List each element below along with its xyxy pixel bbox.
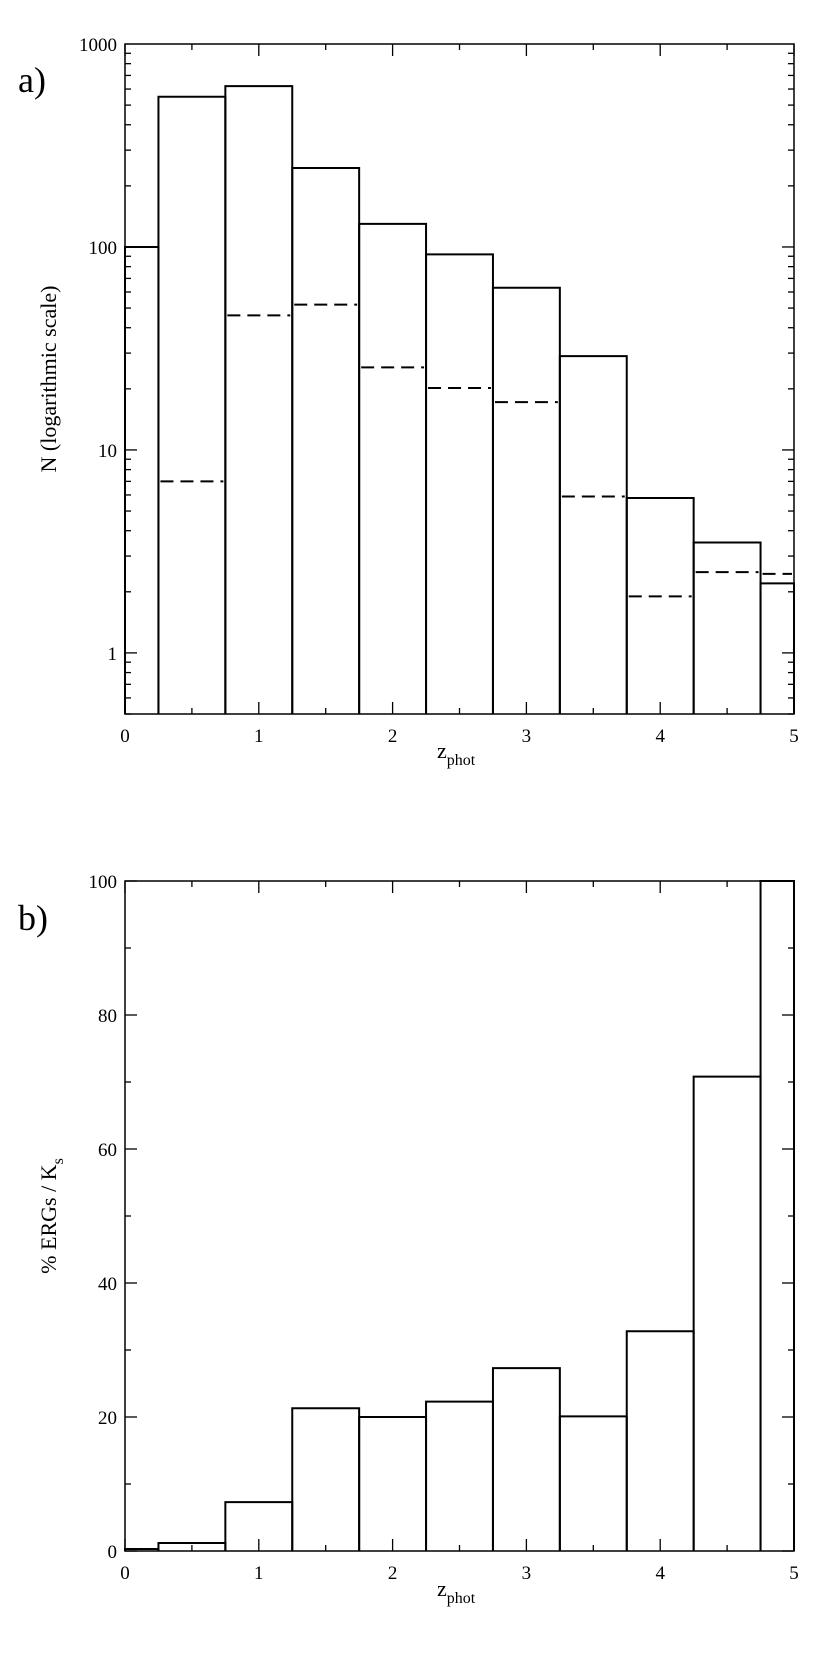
panel-b-y-axis-title-main: % ERGs / K — [36, 1164, 61, 1274]
y-tick-label: 0 — [108, 1542, 118, 1563]
y-tick-label: 60 — [98, 1140, 117, 1161]
x-tick-label: 2 — [388, 1563, 398, 1584]
panel-b-x-axis-title: zphot — [437, 1576, 476, 1607]
x-tick-label: 0 — [120, 726, 130, 747]
histogram-bar — [358, 222, 428, 714]
histogram-bar — [157, 95, 227, 714]
histogram-bar — [692, 541, 762, 714]
panel-a-solid-series — [124, 85, 795, 714]
y-tick-label: 1 — [108, 644, 118, 665]
panel-a-y-axis-title: N (logarithmic scale) — [36, 286, 61, 473]
y-tick-label: 20 — [98, 1408, 117, 1429]
histogram-bar — [291, 1407, 361, 1551]
histogram-bar — [692, 1075, 762, 1551]
x-tick-label: 3 — [522, 1563, 532, 1584]
panel-a-histogram: a) 0 1 2 3 4 5 1 10 100 1000 zphot N (logarithmi… — [18, 35, 799, 769]
histogram-bar — [625, 1330, 695, 1551]
y-tick-label: 1000 — [79, 35, 117, 56]
histogram-bar — [291, 166, 361, 714]
x-tick-label: 1 — [254, 1563, 264, 1584]
histogram-bar — [558, 1415, 628, 1551]
histogram-bar — [425, 1400, 494, 1551]
panel-b-x-axis-title-main: z — [437, 1576, 447, 1601]
panel-a-label: a) — [18, 60, 46, 100]
x-tick-label: 1 — [254, 726, 264, 747]
histogram-bar — [558, 355, 628, 714]
panel-b-y-tick-labels: 0 20 40 60 80 100 — [89, 872, 118, 1563]
panel-b-x-tick-labels: 0 1 2 3 4 5 — [120, 1563, 799, 1584]
y-tick-label: 100 — [89, 238, 118, 259]
histogram-bar — [124, 245, 160, 714]
histogram-bar — [358, 1416, 428, 1551]
y-tick-label: 40 — [98, 1274, 117, 1295]
panel-b-plot-frame — [124, 880, 795, 1552]
x-tick-label: 2 — [388, 726, 398, 747]
panel-b-histogram: b) 0 1 2 3 4 5 0 20 40 60 80 100 zphot % ERGs / Ks — [18, 872, 799, 1607]
panel-b-y-axis-title: % ERGs / Ks — [36, 1158, 67, 1274]
x-tick-label: 4 — [655, 726, 665, 747]
histogram-bar — [491, 1367, 561, 1551]
panel-b-solid-series — [124, 880, 795, 1551]
panel-a-x-axis-title-main: z — [437, 738, 447, 763]
x-tick-label: 5 — [789, 726, 799, 747]
panel-a-plot-frame — [124, 43, 795, 715]
panel-a-x-tick-labels: 0 1 2 3 4 5 — [120, 726, 799, 747]
panel-a-x-axis-title-sub: phot — [447, 752, 476, 769]
y-tick-label: 10 — [98, 441, 117, 462]
x-tick-label: 0 — [120, 1563, 130, 1584]
x-tick-label: 4 — [655, 1563, 665, 1584]
panel-a-dashed-series — [160, 303, 792, 598]
x-tick-label: 5 — [789, 1563, 799, 1584]
y-tick-label: 80 — [98, 1006, 117, 1027]
histogram-bar — [491, 286, 561, 714]
histogram-bar — [425, 253, 494, 714]
panel-b-x-axis-title-sub: phot — [447, 1590, 476, 1607]
panel-a-x-axis-title: zphot — [437, 738, 476, 769]
histogram-bar — [224, 85, 294, 714]
panel-a-y-tick-labels: 1 10 100 1000 — [79, 35, 117, 665]
histogram-bar — [759, 582, 795, 714]
panel-b-label: b) — [18, 898, 48, 938]
panel-b-y-axis-title-sub: s — [50, 1158, 67, 1164]
histogram-bar — [625, 496, 695, 714]
x-tick-label: 3 — [522, 726, 532, 747]
y-tick-label: 100 — [89, 872, 118, 893]
